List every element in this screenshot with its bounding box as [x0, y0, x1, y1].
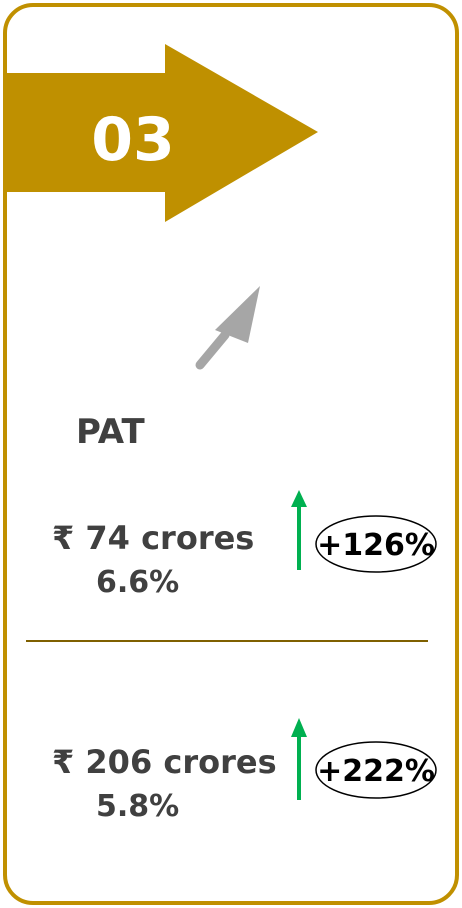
amount: ₹ 74 crores: [52, 519, 254, 557]
growth-ellipse: [315, 515, 437, 573]
title: PAT: [76, 412, 145, 452]
up-arrow: [291, 490, 307, 570]
amount: ₹ 206 crores: [52, 743, 277, 781]
growth: +126%: [317, 528, 435, 563]
card-border: [3, 3, 459, 905]
margin: 6.6%: [96, 565, 179, 600]
growth-ellipse: [315, 741, 437, 799]
growth: +222%: [317, 754, 435, 789]
badge-number: 03: [91, 105, 175, 175]
arrow-banner: [7, 44, 318, 222]
margin: 5.8%: [96, 789, 179, 824]
up-arrow: [291, 718, 307, 800]
trowel-icon: [195, 286, 260, 370]
